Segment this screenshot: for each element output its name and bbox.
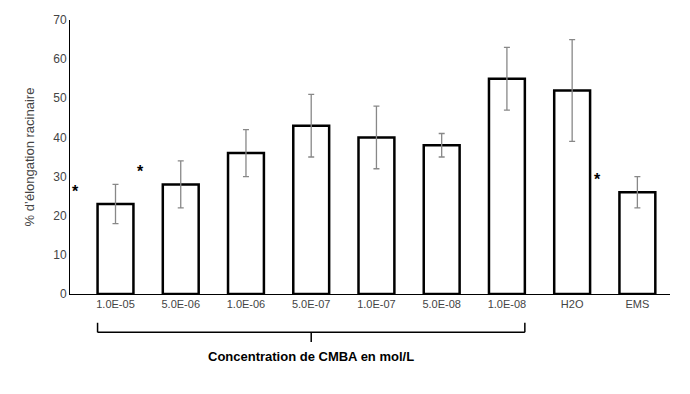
svg-text:70: 70 xyxy=(53,13,67,27)
svg-text:*: * xyxy=(594,171,601,188)
svg-text:0: 0 xyxy=(60,287,67,301)
svg-text:5.0E-08: 5.0E-08 xyxy=(422,298,461,310)
svg-text:5.0E-06: 5.0E-06 xyxy=(161,298,200,310)
svg-text:30: 30 xyxy=(53,170,67,184)
svg-text:H2O: H2O xyxy=(561,298,584,310)
svg-text:1.0E-08: 1.0E-08 xyxy=(488,298,527,310)
svg-text:% d’élongation racinaire: % d’élongation racinaire xyxy=(22,88,37,227)
svg-text:*: * xyxy=(137,163,144,180)
svg-text:5.0E-07: 5.0E-07 xyxy=(292,298,331,310)
svg-text:Concentration de CMBA en mol/L: Concentration de CMBA en mol/L xyxy=(208,349,414,364)
svg-text:10: 10 xyxy=(53,248,67,262)
svg-text:EMS: EMS xyxy=(625,298,649,310)
svg-text:*: * xyxy=(72,183,79,200)
svg-text:1.0E-06: 1.0E-06 xyxy=(227,298,266,310)
svg-text:50: 50 xyxy=(53,91,67,105)
svg-text:40: 40 xyxy=(53,131,67,145)
svg-text:1.0E-07: 1.0E-07 xyxy=(357,298,396,310)
svg-text:20: 20 xyxy=(53,209,67,223)
svg-text:1.0E-05: 1.0E-05 xyxy=(96,298,135,310)
svg-text:60: 60 xyxy=(53,52,67,66)
